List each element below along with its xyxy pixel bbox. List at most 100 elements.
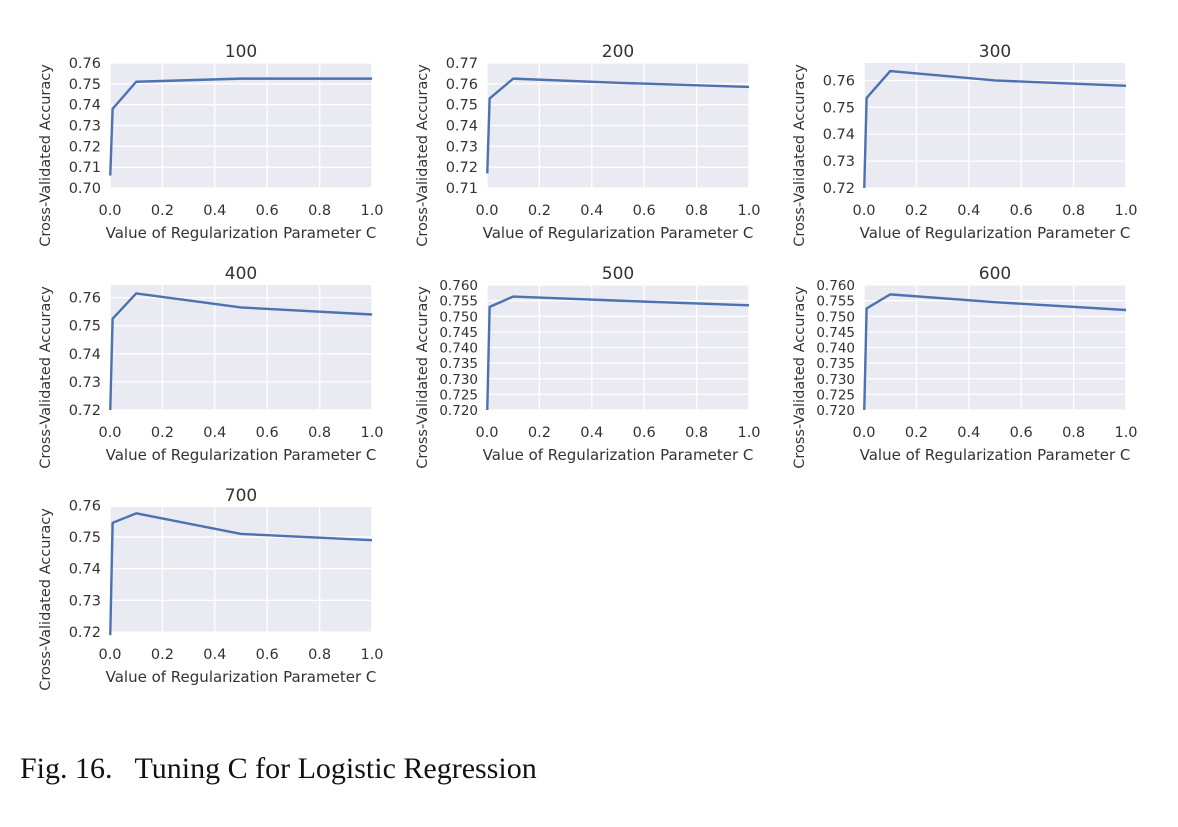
- y-tick-label: 0.745: [439, 325, 478, 341]
- y-tick-label: 0.730: [439, 372, 478, 388]
- x-tick-label: 0.4: [580, 425, 603, 441]
- y-tick-label: 0.725: [439, 387, 478, 403]
- x-tick-label: 0.0: [852, 425, 875, 441]
- chart-panel-6: 0.0 0.2 0.4 0.6 0.8 1.00.7200.7250.7300.7350.…: [792, 264, 1138, 469]
- y-tick-label: 0.74: [69, 562, 101, 578]
- y-tick-label: 0.76: [446, 77, 478, 93]
- plot-background: [110, 507, 372, 632]
- x-tick-label: 0.2: [905, 425, 928, 441]
- x-tick-label: 0.0: [98, 203, 121, 219]
- y-axis-label: Cross-Validated Accuracy: [415, 286, 431, 469]
- x-tick-label: 0.0: [852, 203, 875, 219]
- y-tick-label: 0.74: [69, 98, 101, 114]
- x-tick-label: 0.8: [1062, 203, 1085, 219]
- x-tick-label: 0.0: [98, 647, 121, 663]
- y-axis-label: Cross-Validated Accuracy: [792, 286, 808, 469]
- x-tick-label: 0.8: [308, 647, 331, 663]
- y-tick-label: 0.71: [446, 181, 478, 197]
- y-tick-label: 0.74: [69, 347, 101, 363]
- y-tick-label: 0.760: [439, 278, 478, 294]
- y-tick-label: 0.725: [816, 387, 855, 403]
- x-tick-label: 1.0: [360, 425, 383, 441]
- figure-caption: Fig. 16. Tuning C for Logistic Regressio…: [20, 752, 537, 785]
- x-tick-label: 0.8: [308, 425, 331, 441]
- y-tick-label: 0.75: [69, 77, 101, 93]
- y-tick-label: 0.76: [69, 56, 101, 72]
- y-tick-label: 0.72: [69, 139, 101, 155]
- y-tick-label: 0.73: [69, 119, 101, 135]
- plot-background: [110, 285, 372, 410]
- chart-panel-3: 0.0 0.2 0.4 0.6 0.8 1.0 0.72 0.73 0.74 0.75 0.76 30…: [792, 42, 1138, 247]
- y-tick-label: 0.735: [816, 356, 855, 372]
- x-tick-label: 0.2: [151, 647, 174, 663]
- x-tick-label: 0.6: [256, 203, 279, 219]
- y-tick-label: 0.75: [69, 319, 101, 335]
- y-tick-label: 0.755: [439, 294, 478, 310]
- chart-panel-4: 0.0 0.2 0.4 0.6 0.8 1.0 0.72 0.73 0.74 0.75 0.76 40…: [38, 264, 384, 469]
- x-tick-label: 1.0: [360, 203, 383, 219]
- y-axis-label: Cross-Validated Accuracy: [38, 286, 54, 469]
- y-tick-label: 0.730: [816, 372, 855, 388]
- x-tick-label: 0.4: [203, 425, 226, 441]
- chart-title: 200: [602, 42, 634, 62]
- y-tick-label: 0.77: [446, 56, 478, 72]
- x-tick-label: 0.2: [528, 425, 551, 441]
- x-tick-label: 0.2: [528, 203, 551, 219]
- x-tick-label: 0.6: [633, 425, 656, 441]
- x-tick-label: 1.0: [1114, 425, 1137, 441]
- x-axis-label: Value of Regularization Parameter C: [483, 224, 754, 242]
- x-axis-label: Value of Regularization Parameter C: [860, 224, 1131, 242]
- y-tick-label: 0.72: [446, 160, 478, 176]
- y-tick-label: 0.75: [69, 530, 101, 546]
- x-tick-label: 0.6: [1010, 203, 1033, 219]
- x-axis-label: Value of Regularization Parameter C: [483, 446, 754, 464]
- x-tick-label: 0.2: [151, 425, 174, 441]
- y-tick-label: 0.755: [816, 294, 855, 310]
- x-tick-label: 0.2: [905, 203, 928, 219]
- x-axis-label: Value of Regularization Parameter C: [860, 446, 1131, 464]
- y-tick-label: 0.750: [439, 309, 478, 325]
- y-axis-label: Cross-Validated Accuracy: [38, 508, 54, 691]
- x-tick-label: 0.4: [203, 203, 226, 219]
- x-tick-label: 1.0: [360, 647, 383, 663]
- x-tick-label: 0.0: [98, 425, 121, 441]
- y-tick-label: 0.76: [69, 291, 101, 307]
- y-tick-label: 0.75: [823, 100, 855, 116]
- y-tick-label: 0.720: [816, 403, 855, 419]
- x-tick-label: 0.8: [685, 425, 708, 441]
- x-tick-label: 0.0: [475, 203, 498, 219]
- y-tick-label: 0.72: [823, 181, 855, 197]
- x-tick-label: 0.2: [151, 203, 174, 219]
- y-tick-label: 0.720: [439, 403, 478, 419]
- x-tick-label: 1.0: [737, 425, 760, 441]
- y-tick-label: 0.740: [439, 341, 478, 357]
- figure-panels: 0.0 0.2 0.4 0.6 0.8 1.00.700.710.720.730.740.…: [38, 42, 1138, 691]
- y-tick-label: 0.72: [69, 625, 101, 641]
- chart-title: 300: [979, 42, 1011, 62]
- y-axis-label: Cross-Validated Accuracy: [792, 64, 808, 247]
- y-tick-label: 0.740: [816, 341, 855, 357]
- y-axis-label: Cross-Validated Accuracy: [415, 64, 431, 247]
- x-tick-label: 1.0: [1114, 203, 1137, 219]
- y-tick-label: 0.760: [816, 278, 855, 294]
- chart-panel-1: 0.0 0.2 0.4 0.6 0.8 1.0 0.70 0.71 0.72 0.73 0.74 0.…: [38, 42, 384, 247]
- chart-title: 400: [225, 264, 257, 284]
- y-tick-label: 0.74: [823, 127, 855, 143]
- y-tick-label: 0.71: [69, 160, 101, 176]
- y-tick-label: 0.76: [69, 498, 101, 514]
- y-tick-label: 0.76: [823, 73, 855, 89]
- chart-panel-2: 0.0 0.2 0.4 0.6 0.8 1.0 0.71 0.72 0.73 0.74 0.75 0.…: [415, 42, 761, 247]
- x-tick-label: 1.0: [737, 203, 760, 219]
- y-tick-label: 0.750: [816, 309, 855, 325]
- y-tick-label: 0.75: [446, 98, 478, 114]
- y-tick-label: 0.73: [823, 154, 855, 170]
- y-tick-label: 0.74: [446, 119, 478, 135]
- x-tick-label: 0.8: [308, 203, 331, 219]
- x-tick-label: 0.6: [256, 425, 279, 441]
- x-tick-label: 0.0: [475, 425, 498, 441]
- plot-background: [864, 63, 1126, 188]
- chart-panel-7: 0.0 0.2 0.4 0.6 0.8 1.0 0.72 0.73 0.74 0.75 0.76 70…: [38, 486, 384, 691]
- x-tick-label: 0.4: [203, 647, 226, 663]
- y-tick-label: 0.73: [69, 593, 101, 609]
- y-tick-label: 0.735: [439, 356, 478, 372]
